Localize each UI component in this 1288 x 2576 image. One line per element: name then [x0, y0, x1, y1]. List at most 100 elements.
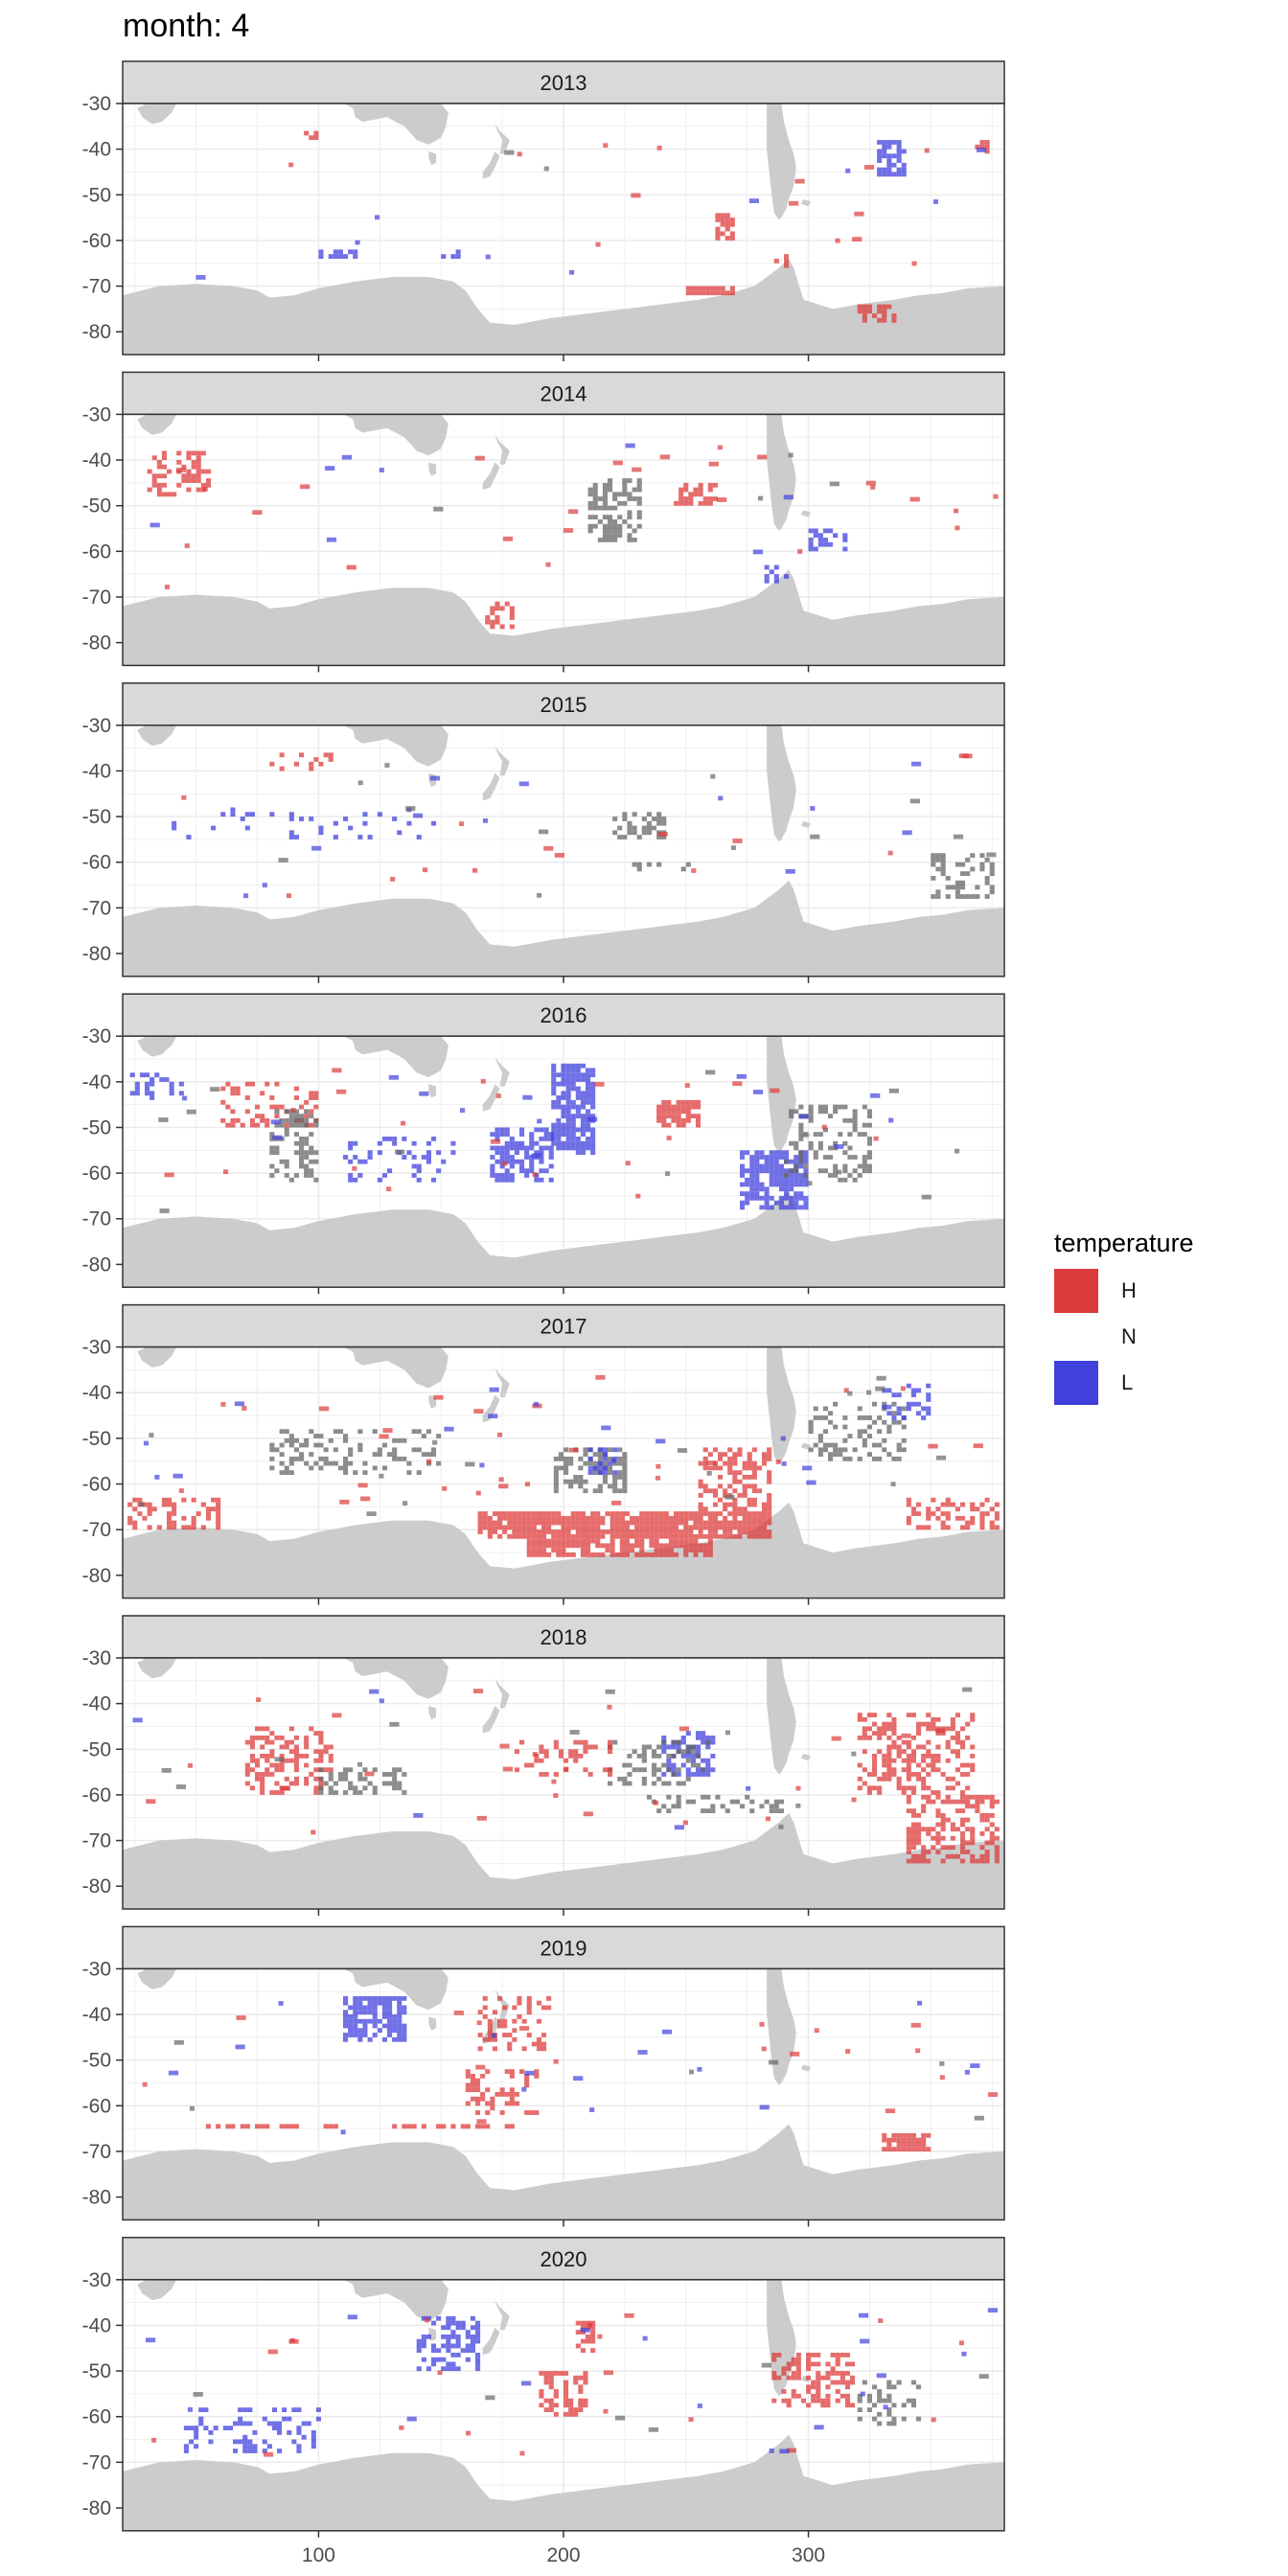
- facet-strip-label: 2017: [540, 1315, 587, 1339]
- cell-H: [578, 2398, 584, 2404]
- cell-H: [960, 1831, 966, 1836]
- cell-H: [654, 1515, 659, 1521]
- y-tick-label: -70: [82, 1519, 111, 1541]
- cell-L: [769, 1195, 774, 1201]
- cell-L: [529, 1163, 535, 1169]
- cell-N: [641, 1767, 647, 1773]
- cell-N: [328, 1785, 334, 1791]
- cell-L: [808, 528, 814, 534]
- cell-N: [866, 1168, 872, 1174]
- cell-H: [674, 1520, 679, 1526]
- land-mass: [482, 1084, 500, 1112]
- cell-H: [935, 1754, 941, 1759]
- cell-N: [872, 2403, 878, 2408]
- cell-H: [406, 2124, 412, 2129]
- y-tick-label: -50: [82, 1116, 111, 1138]
- cell-N: [866, 2393, 872, 2399]
- cell-L: [808, 538, 814, 542]
- cell-H: [532, 1172, 538, 1177]
- cell-H: [732, 1502, 738, 1507]
- cell-L: [891, 140, 897, 145]
- cell-H: [715, 218, 721, 222]
- cell-N: [852, 1109, 858, 1115]
- cell-L: [431, 1137, 437, 1141]
- cell-H: [196, 1511, 201, 1516]
- cell-N: [852, 1117, 858, 1123]
- cell-L: [145, 1091, 150, 1096]
- cell-L: [172, 825, 177, 831]
- cell-N: [701, 1794, 706, 1800]
- cell-H: [666, 1109, 672, 1115]
- cell-N: [632, 830, 637, 836]
- cell-H: [690, 286, 696, 291]
- cell-H: [590, 1511, 596, 1516]
- cell-H: [926, 1850, 932, 1854]
- cell-N: [789, 1168, 794, 1174]
- cell-H: [269, 1095, 275, 1100]
- legend-label-l: L: [1121, 1370, 1134, 1394]
- cell-N: [656, 1767, 662, 1773]
- cell-H: [293, 1749, 299, 1755]
- cell-H: [570, 1538, 576, 1544]
- legend-item-l: L: [1054, 1360, 1265, 1406]
- cell-H: [151, 482, 157, 488]
- cell-L: [556, 1104, 562, 1110]
- cell-H: [580, 1552, 586, 1557]
- cell-L: [431, 2320, 437, 2326]
- cell-N: [656, 812, 662, 817]
- cell-L: [551, 1063, 557, 1069]
- cell-N: [960, 871, 966, 876]
- cell-H: [886, 1721, 892, 1727]
- cell-N: [921, 1194, 932, 1200]
- cell-H: [249, 1122, 255, 1128]
- cell-N: [274, 1109, 280, 1115]
- cell-L: [877, 167, 883, 172]
- cell-H: [906, 1835, 911, 1841]
- cell-H: [921, 1776, 927, 1782]
- cell-H: [580, 1511, 586, 1516]
- cell-H: [151, 1506, 157, 1512]
- cell-H: [747, 1520, 752, 1526]
- cell-N: [304, 1137, 310, 1141]
- cell-L: [556, 1099, 562, 1105]
- y-tick-label: -50: [82, 184, 111, 206]
- cell-L: [580, 1091, 586, 1096]
- cell-L: [262, 2439, 267, 2445]
- cell-L: [794, 1159, 799, 1164]
- cell-H: [605, 1530, 610, 1534]
- cell-H: [132, 1497, 138, 1503]
- cell-H: [575, 2343, 581, 2349]
- cell-L: [602, 1452, 608, 1457]
- cell-L: [470, 2334, 475, 2339]
- cell-H: [666, 1122, 672, 1128]
- cell-H: [583, 2371, 588, 2376]
- cell-N: [269, 1150, 275, 1156]
- cell-H: [624, 1530, 630, 1534]
- cell-H: [264, 1117, 270, 1123]
- cell-H: [921, 2132, 927, 2138]
- cell-H: [191, 450, 196, 456]
- cell-L: [172, 820, 177, 826]
- cell-L: [551, 1077, 557, 1082]
- cell-H: [965, 1772, 971, 1777]
- cell-L: [348, 1140, 354, 1146]
- cell-H: [318, 1781, 324, 1786]
- cell-L: [551, 1104, 557, 1110]
- cell-N: [304, 1140, 310, 1146]
- cell-N: [730, 845, 736, 850]
- cell-L: [570, 1072, 576, 1078]
- cell-H: [727, 1533, 733, 1539]
- cell-L: [561, 1104, 566, 1110]
- cell-H: [866, 1726, 872, 1732]
- cell-N: [343, 1460, 349, 1466]
- cell-H: [526, 1511, 532, 1516]
- cell-N: [822, 1415, 828, 1420]
- cell-H: [514, 1749, 519, 1755]
- cell-N: [866, 2407, 872, 2412]
- cell-N: [866, 2398, 872, 2404]
- cell-N: [333, 1447, 338, 1453]
- cell-H: [715, 236, 721, 241]
- cell-H: [960, 1835, 966, 1841]
- cell-L: [318, 830, 324, 836]
- cell-N: [304, 1168, 310, 1174]
